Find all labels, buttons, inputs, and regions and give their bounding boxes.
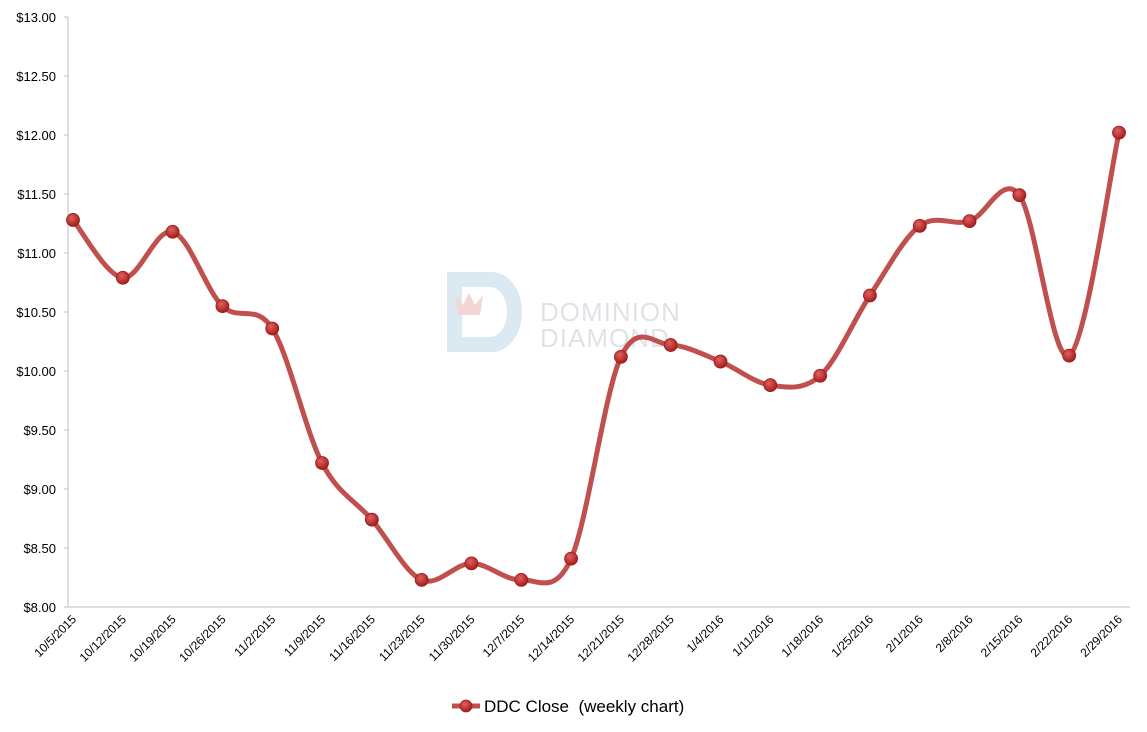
y-tick-label: $13.00 [16, 10, 56, 25]
y-tick-label: $10.00 [16, 364, 56, 379]
x-tick-label: 2/8/2016 [933, 612, 976, 655]
watermark: DOMINION DIAMOND [447, 272, 681, 353]
x-tick-label: 1/11/2016 [729, 612, 776, 659]
x-tick-label: 10/26/2015 [176, 612, 229, 665]
y-tick-label: $11.50 [17, 187, 56, 202]
legend-marker [459, 699, 473, 713]
x-tick-label: 11/2/2015 [231, 612, 278, 659]
data-point [115, 270, 130, 285]
x-tick-label: 1/4/2016 [684, 612, 727, 655]
data-point [564, 551, 578, 566]
x-tick-label: 1/25/2016 [828, 612, 876, 660]
data-point [1112, 125, 1126, 140]
data-line [71, 132, 1122, 586]
data-point [962, 214, 977, 229]
data-point [713, 354, 728, 369]
x-tick-label: 10/5/2015 [31, 612, 79, 660]
data-point [614, 349, 628, 364]
x-tick-label: 11/9/2015 [281, 612, 328, 659]
x-tick-label: 12/14/2015 [525, 612, 578, 665]
y-tick-label: $11.00 [17, 246, 56, 261]
y-tick-label: $8.00 [23, 600, 56, 615]
x-tick-label: 2/15/2016 [978, 612, 1026, 660]
data-point [364, 512, 379, 527]
data-point [514, 572, 529, 587]
y-tick-label: $12.50 [16, 69, 56, 84]
x-tick-label: 12/7/2015 [480, 612, 528, 660]
x-tick-label: 1/18/2016 [779, 612, 827, 660]
x-tick-label: 2/29/2016 [1077, 612, 1125, 660]
y-tick-label: $10.50 [16, 305, 56, 320]
data-point [912, 218, 927, 233]
x-tick-label: 2/1/2016 [883, 612, 926, 655]
legend-label: DDC Close (weekly chart) [484, 697, 684, 716]
watermark-leaf [455, 293, 483, 315]
data-point [663, 338, 678, 352]
x-tick-label: 10/12/2015 [77, 612, 130, 665]
x-tick-label: 11/23/2015 [376, 612, 428, 664]
y-tick-label: $9.50 [23, 423, 56, 438]
x-tick-label: 2/22/2016 [1028, 612, 1076, 660]
x-tick-label: 11/16/2015 [326, 612, 378, 664]
y-tick-label: $12.00 [16, 128, 56, 143]
y-tick-label: $9.00 [23, 482, 56, 497]
x-tick-label: 10/19/2015 [126, 612, 179, 665]
data-point [1062, 348, 1077, 363]
data-point [66, 213, 80, 227]
data-point [1012, 188, 1027, 203]
watermark-logo [447, 272, 522, 352]
x-tick-label: 12/21/2015 [575, 612, 628, 665]
watermark-text: DOMINION [540, 297, 681, 327]
data-point [215, 299, 230, 314]
data-point [863, 288, 877, 303]
data-point [763, 378, 778, 393]
y-tick-label: $8.50 [23, 541, 56, 556]
data-point [464, 556, 479, 571]
data-point [813, 368, 828, 383]
data-point [265, 321, 280, 336]
data-point [315, 456, 329, 470]
data-point [165, 224, 180, 239]
data-point [414, 572, 429, 587]
x-tick-label: 11/30/2015 [426, 612, 478, 664]
x-tick-label: 12/28/2015 [624, 612, 677, 665]
